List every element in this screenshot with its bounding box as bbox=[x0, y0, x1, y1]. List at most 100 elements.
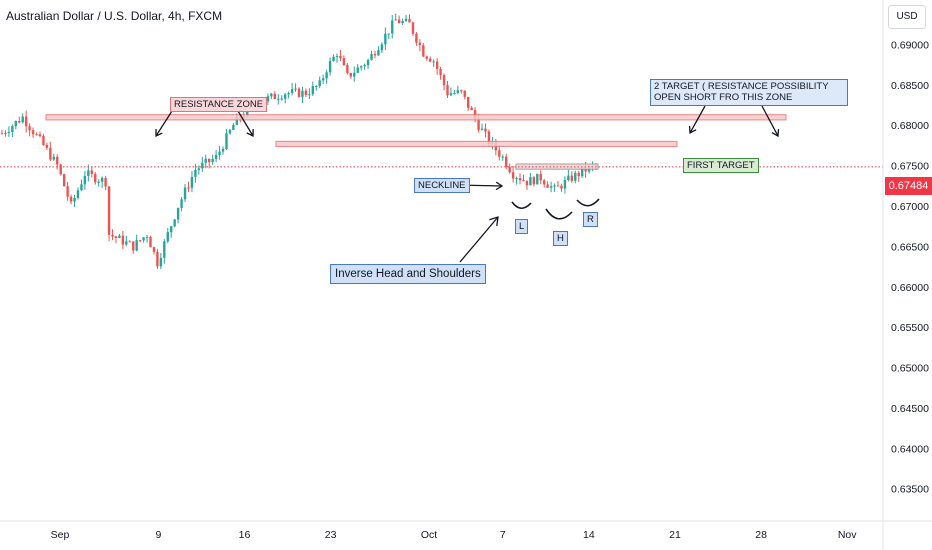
candle-up bbox=[294, 88, 297, 90]
candle-down bbox=[121, 235, 125, 245]
candle-down bbox=[349, 72, 353, 77]
candle-up bbox=[83, 175, 87, 185]
price-tick-label: 0.68000 bbox=[891, 120, 929, 132]
candle-up bbox=[553, 185, 556, 187]
second-target-text: 2 TARGET ( RESISTANCE POSSIBILITY OPEN S… bbox=[654, 81, 829, 103]
candle-up bbox=[387, 33, 390, 35]
candle-up bbox=[311, 86, 315, 95]
candle-up bbox=[353, 72, 356, 77]
candle-down bbox=[111, 234, 114, 237]
candle-down bbox=[208, 158, 211, 163]
candle-down bbox=[542, 180, 546, 185]
candle-down bbox=[460, 90, 463, 92]
candle-down bbox=[104, 178, 107, 187]
candle-down bbox=[149, 236, 152, 248]
pattern-label: Inverse Head and Shoulders bbox=[330, 264, 486, 284]
neckline-arrow-head bbox=[495, 181, 504, 191]
candle-up bbox=[318, 80, 321, 87]
candle-up bbox=[73, 197, 76, 202]
candle-up bbox=[401, 20, 404, 24]
candle-down bbox=[138, 240, 142, 242]
candle-down bbox=[546, 184, 549, 188]
candle-up bbox=[52, 156, 56, 160]
candle-down bbox=[18, 120, 21, 123]
candle-up bbox=[391, 20, 394, 34]
candle-down bbox=[422, 45, 425, 57]
candle-down bbox=[498, 150, 501, 157]
candle-up bbox=[235, 116, 239, 125]
candle-up bbox=[449, 93, 453, 96]
candle-down bbox=[66, 186, 69, 197]
candle-up bbox=[170, 226, 173, 233]
candle-up bbox=[21, 116, 24, 123]
price-tick-label: 0.66500 bbox=[891, 241, 929, 253]
pattern-arrow bbox=[459, 216, 499, 263]
candle-down bbox=[42, 135, 45, 145]
time-axis[interactable]: Sep 9 16 23 Oct 7 14 21 28 Nov bbox=[0, 520, 932, 541]
candle-down bbox=[418, 42, 422, 46]
price-tick-label: 0.65000 bbox=[891, 363, 929, 375]
time-tick-label: 21 bbox=[669, 529, 681, 541]
price-tick-label: 0.68500 bbox=[891, 80, 929, 92]
candle-down bbox=[187, 187, 190, 189]
price-tick-label: 0.64500 bbox=[891, 403, 929, 415]
candle-down bbox=[539, 173, 542, 181]
candle-down bbox=[342, 58, 346, 66]
candle-up bbox=[480, 128, 484, 130]
second-target-arrow-left bbox=[689, 105, 706, 134]
candle-up bbox=[359, 66, 363, 68]
candle-down bbox=[467, 96, 470, 108]
candle-down bbox=[69, 196, 73, 202]
candle-up bbox=[432, 61, 435, 63]
resistance-arrow-right bbox=[237, 110, 254, 137]
candle-down bbox=[38, 134, 42, 136]
candle-up bbox=[125, 241, 128, 245]
candle-down bbox=[556, 185, 560, 187]
candle-up bbox=[404, 18, 408, 21]
candle-up bbox=[87, 170, 90, 176]
candle-up bbox=[190, 176, 194, 188]
candle-up bbox=[315, 86, 318, 88]
head-arc bbox=[545, 208, 573, 220]
candle-up bbox=[270, 93, 273, 97]
candle-up bbox=[325, 72, 328, 79]
price-tick-label: 0.69000 bbox=[891, 39, 929, 51]
currency-selector[interactable]: USD bbox=[888, 5, 926, 29]
candle-down bbox=[577, 172, 580, 177]
candle-down bbox=[273, 93, 277, 100]
candle-up bbox=[201, 162, 204, 169]
candle-up bbox=[453, 92, 456, 94]
candle-up bbox=[232, 124, 235, 130]
candle-down bbox=[90, 170, 93, 174]
candle-down bbox=[415, 33, 418, 43]
candle-up bbox=[501, 156, 504, 158]
price-tick-label: 0.65500 bbox=[891, 322, 929, 334]
candle-up bbox=[97, 181, 100, 183]
price-axis[interactable]: 0.69000 0.68500 0.68000 0.67500 0.67000 0.665… bbox=[882, 0, 929, 550]
candle-up bbox=[280, 98, 283, 100]
candle-up bbox=[266, 96, 270, 102]
candle-up bbox=[173, 219, 176, 227]
candle-up bbox=[529, 177, 532, 186]
candle-down bbox=[397, 19, 401, 24]
candle-down bbox=[525, 180, 529, 186]
candle-up bbox=[225, 133, 228, 149]
zones-layer bbox=[45, 114, 787, 170]
candle-up bbox=[118, 235, 121, 239]
candle-down bbox=[463, 90, 466, 97]
head-label: H bbox=[553, 231, 568, 246]
price-tick-label: 0.67500 bbox=[891, 161, 929, 173]
left-shoulder-arc bbox=[511, 201, 532, 210]
second-target-arrow-right bbox=[761, 105, 779, 137]
candle-up bbox=[377, 50, 380, 56]
resistance-arrow-left-head bbox=[155, 128, 163, 138]
neckline-label: NECKLINE bbox=[414, 178, 470, 193]
second-target-arrow-left-head bbox=[688, 125, 697, 135]
candle-up bbox=[204, 158, 207, 163]
price-tick-label: 0.64000 bbox=[891, 443, 929, 455]
candle-down bbox=[94, 173, 97, 183]
candle-up bbox=[176, 207, 180, 220]
resistance-zone-band bbox=[45, 114, 787, 121]
candle-down bbox=[518, 178, 522, 181]
